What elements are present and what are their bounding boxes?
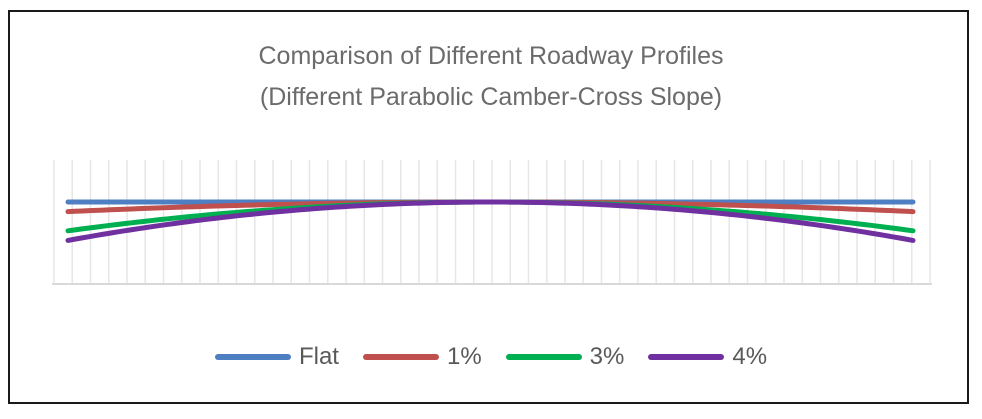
series-lines [65,199,916,243]
legend-label: 3% [589,343,625,370]
legend-swatch [648,354,725,360]
chart-title: Comparison of Different Roadway Profiles [258,42,724,70]
legend: Flat 1% 3% 4% [0,340,982,374]
legend-label: 1% [446,343,482,370]
legend-item: 4% [648,343,767,371]
legend-swatch [362,354,439,360]
legend-item: Flat [214,343,339,371]
legend-item: 3% [505,343,625,371]
gridlines [53,160,931,284]
legend-label: Flat [298,343,339,370]
legend-swatch [505,354,582,360]
legend-swatch [214,354,291,360]
legend-item: 1% [362,343,482,371]
legend-label: 4% [732,343,768,370]
chart-subtitle: (Different Parabolic Camber-Cross Slope) [259,83,723,111]
series-line-3 [65,199,916,243]
